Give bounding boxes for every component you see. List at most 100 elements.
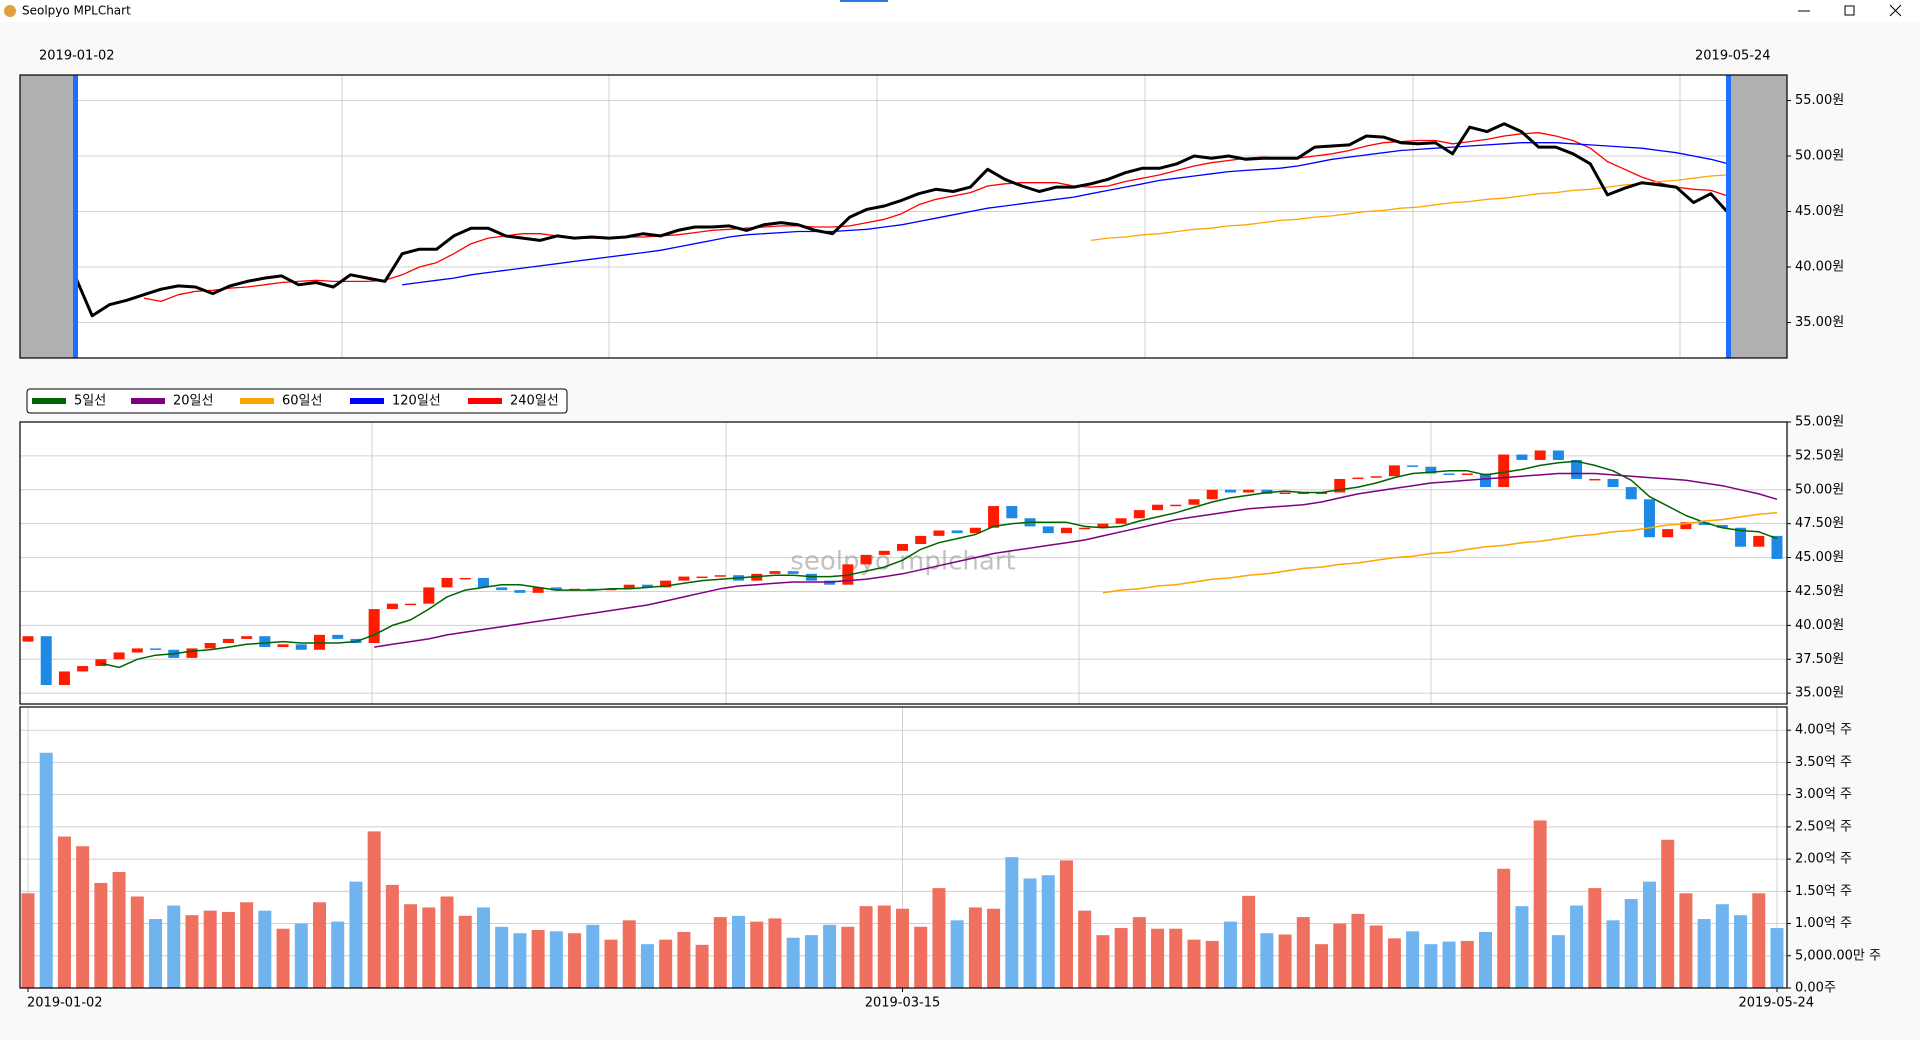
legend-swatch (240, 398, 274, 404)
candle-body (660, 580, 672, 588)
volume-bar (513, 933, 527, 988)
volume-bar (1697, 919, 1711, 988)
volume-bar (1096, 935, 1110, 988)
candle-body (1461, 473, 1473, 476)
y-tick-label: 4.00억 주 (1795, 723, 1852, 738)
overview-start-label: 2019-01-02 (39, 49, 115, 64)
candle-body (897, 544, 908, 551)
candle-body (1625, 487, 1637, 500)
volume-bar (130, 896, 144, 988)
volume-bar (349, 881, 363, 988)
restore-button[interactable] (1844, 5, 1855, 16)
candle-body (295, 644, 307, 650)
y-tick-label: 45.00원 (1795, 204, 1844, 219)
x-tick-label: 2019-05-24 (1738, 996, 1814, 1011)
candle-body (222, 638, 234, 643)
tab-indicator (840, 0, 888, 2)
y-tick-label: 35.00원 (1795, 686, 1844, 701)
volume-bar (586, 924, 600, 988)
candle-body (441, 577, 453, 588)
volume-bar (1351, 913, 1365, 988)
volume-bar (1023, 878, 1037, 988)
volume-bar (258, 910, 272, 988)
overview-ma-line (402, 142, 1729, 286)
volume-bar (1260, 933, 1274, 988)
close-button[interactable] (1889, 4, 1902, 17)
volume-bar (1369, 925, 1383, 988)
watermark: seolpyo mplchart (790, 547, 1015, 577)
overview-ma-line (1090, 174, 1729, 242)
candle-body (915, 535, 927, 545)
volume-bar (1551, 935, 1565, 988)
candle-body (988, 506, 1000, 528)
legend-swatch (350, 398, 384, 404)
candle-body (1516, 454, 1528, 460)
candle-body (1243, 489, 1255, 493)
candle-body (22, 636, 34, 642)
candle-body (459, 577, 471, 580)
y-tick-label: 42.50원 (1795, 584, 1844, 599)
volume-bar (1533, 820, 1547, 988)
volume-bar (39, 752, 53, 988)
volume-bar (877, 905, 891, 988)
volume-bar (1205, 940, 1219, 988)
volume-bar (1169, 928, 1183, 988)
candle-body (1115, 518, 1127, 524)
volume-bar (367, 831, 381, 988)
volume-bar (1570, 905, 1584, 988)
volume-bar (167, 905, 181, 988)
candle-body (241, 636, 253, 639)
volume-bar (659, 939, 673, 988)
volume-bar (1242, 895, 1256, 988)
y-tick-label: 45.00원 (1795, 550, 1844, 565)
range-handle-left (73, 75, 78, 358)
volume-bar (185, 915, 199, 988)
y-tick-label: 52.50원 (1795, 448, 1844, 463)
y-tick-label: 55.00원 (1795, 93, 1844, 108)
volume-bar (732, 915, 746, 988)
legend-box (26, 388, 568, 414)
x-tick-label: 2019-03-15 (865, 996, 941, 1011)
volume-bar (1333, 923, 1347, 988)
volume-bar (604, 939, 618, 988)
volume-bar (950, 920, 964, 988)
overview-plot (20, 75, 1787, 358)
y-tick-label: 5,000.00만 주 (1795, 948, 1881, 963)
window-title: Seolpyo MPLChart (22, 4, 131, 18)
y-tick-label: 40.00원 (1795, 259, 1844, 274)
candle-body (1498, 454, 1510, 488)
volume-bar (76, 846, 90, 988)
y-tick-label: 0.00주 (1795, 981, 1836, 996)
y-tick-label: 47.50원 (1795, 516, 1844, 531)
volume-frame (19, 706, 1788, 989)
candle-body (1097, 523, 1109, 528)
candle-body (532, 587, 544, 593)
candle-body (405, 603, 417, 606)
volume-bar (914, 926, 928, 988)
overview-frame (19, 74, 1788, 359)
candle-body (1060, 527, 1072, 534)
volume-bar (1005, 857, 1019, 988)
legend-label: 60일선 (282, 394, 322, 409)
app-icon (4, 5, 16, 17)
candle-body (769, 571, 781, 574)
legend-label: 20일선 (173, 394, 213, 409)
y-tick-label: 37.50원 (1795, 652, 1844, 667)
candle-body (1571, 459, 1583, 479)
candle-body (1480, 473, 1491, 488)
volume-bar (1661, 839, 1675, 988)
volume-bar (932, 888, 946, 988)
legend-swatch (32, 398, 66, 404)
volume-bar (1187, 939, 1201, 988)
volume-bar (1734, 915, 1748, 988)
candle-body (1771, 535, 1783, 559)
legend-swatch (131, 398, 165, 404)
ma-line (100, 460, 1778, 669)
candle-body (1407, 465, 1419, 467)
candle-body (186, 648, 198, 658)
volume-bar (240, 902, 254, 988)
candle-body (1334, 478, 1346, 493)
candle-body (1006, 506, 1018, 519)
candle-body (131, 648, 143, 653)
